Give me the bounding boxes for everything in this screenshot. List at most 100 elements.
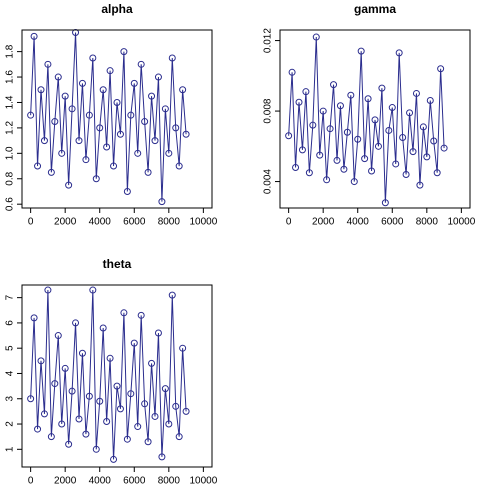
trace-point [85, 111, 93, 119]
trace-point [175, 433, 183, 441]
trace-point [161, 385, 169, 393]
trace-point [437, 65, 445, 73]
trace-point [330, 81, 338, 89]
trace-point [151, 412, 159, 420]
y-tick-label: 0.8 [5, 171, 16, 185]
trace-point [406, 109, 414, 117]
trace-point [58, 149, 66, 157]
trace-point [54, 73, 62, 81]
trace-point [89, 286, 97, 294]
y-tick-label: 5 [5, 345, 16, 351]
trace-point [58, 420, 66, 428]
x-tick-label: 4000 [89, 217, 112, 228]
trace-point [374, 142, 382, 150]
trace-point [68, 105, 76, 113]
trace-point [99, 86, 107, 94]
y-tick-label: 2 [5, 421, 16, 427]
trace-point [399, 134, 407, 142]
y-tick-label: 6 [5, 320, 16, 326]
trace-point [72, 319, 80, 327]
trace-point [347, 91, 355, 99]
trace-point [172, 124, 180, 132]
trace-point [419, 123, 427, 131]
trace-point [144, 168, 152, 176]
trace-line [288, 37, 445, 203]
trace-point [350, 178, 358, 186]
trace-point [158, 198, 166, 206]
trace-point [357, 47, 365, 55]
y-tick-label: 0.004 [263, 169, 274, 194]
trace-point [354, 135, 362, 143]
trace-point [75, 415, 83, 423]
trace-point [34, 425, 42, 433]
trace-point [113, 98, 121, 106]
trace-point [426, 96, 434, 104]
trace-point [423, 153, 431, 161]
trace-point [82, 156, 90, 164]
x-tick-label: 6000 [123, 476, 146, 485]
trace-point [364, 95, 372, 103]
trace-point [40, 410, 48, 418]
trace-point [103, 143, 111, 151]
trace-point [285, 132, 293, 140]
trace-point [402, 171, 410, 179]
x-tick-label: 10000 [189, 476, 217, 485]
chart-title: gamma [354, 2, 396, 16]
trace-point [82, 430, 90, 438]
trace-point [298, 146, 306, 154]
y-tick-label: 1.2 [5, 121, 16, 135]
trace-point [47, 433, 55, 441]
trace-point [120, 48, 128, 56]
x-tick-label: 2000 [312, 217, 335, 228]
trace-point [161, 105, 169, 113]
trace-point [412, 89, 420, 97]
x-tick-label: 6000 [123, 217, 146, 228]
trace-point [141, 400, 149, 408]
trace-point [127, 390, 135, 398]
plot-box [279, 29, 471, 209]
trace-point [37, 357, 45, 365]
trace-point [92, 445, 100, 453]
trace-point [168, 54, 176, 62]
trace-point [385, 126, 393, 134]
trace-point [51, 118, 59, 126]
trace-point [44, 60, 52, 68]
trace-point [120, 309, 128, 317]
trace-point [316, 151, 324, 159]
trace-point [392, 160, 400, 168]
trace-point [154, 73, 162, 81]
trace-point [305, 169, 313, 177]
trace-point [148, 92, 156, 100]
x-tick-label: 0 [28, 217, 34, 228]
y-tick-label: 3 [5, 396, 16, 402]
trace-point [116, 130, 124, 138]
trace-point [37, 86, 45, 94]
trace-point [182, 130, 190, 138]
trace-point [381, 199, 389, 207]
trace-point [27, 111, 35, 119]
trace-point [127, 111, 135, 119]
trace-point [151, 137, 159, 145]
y-tick-label: 7 [5, 294, 16, 300]
trace-point [85, 392, 93, 400]
x-tick-label: 4000 [347, 217, 370, 228]
trace-point [179, 344, 187, 352]
trace-point [295, 98, 303, 106]
trace-point [106, 67, 114, 75]
trace-point [96, 124, 104, 132]
trace-point [96, 397, 104, 405]
trace-point [309, 121, 317, 129]
x-tick-label: 8000 [158, 217, 181, 228]
trace-line [30, 290, 187, 460]
y-tick-label: 1.6 [5, 70, 16, 84]
trace-point [75, 137, 83, 145]
trace-point [134, 423, 142, 431]
trace-point [134, 149, 142, 157]
trace-point [165, 149, 173, 157]
x-tick-label: 0 [286, 217, 292, 228]
trace-point [336, 102, 344, 110]
trace-point [343, 128, 351, 136]
y-tick-label: 1.4 [5, 95, 16, 109]
trace-point [61, 364, 69, 372]
